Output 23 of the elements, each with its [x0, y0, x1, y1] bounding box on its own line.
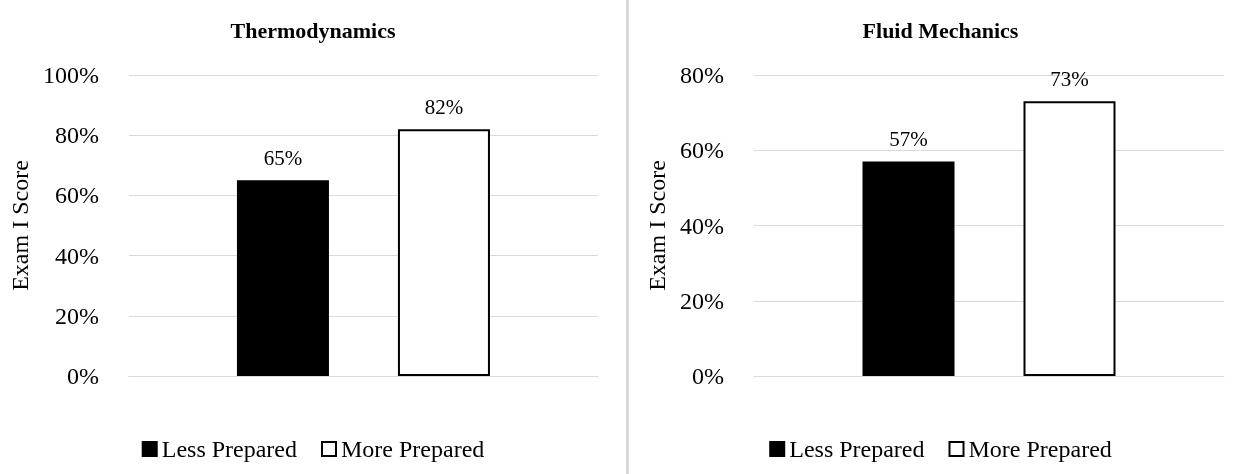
y-tick-label: 60% [680, 137, 724, 164]
y-tick-label: 20% [54, 302, 99, 329]
legend-label: More Prepared [968, 436, 1112, 462]
y-axis-title: Exam I Score [7, 160, 33, 291]
legend-label: Less Prepared [789, 436, 925, 462]
y-tick-label: 80% [54, 122, 99, 149]
y-tick-label: 20% [680, 287, 724, 314]
legend-label: Less Prepared [161, 436, 297, 462]
data-label: 82% [424, 94, 464, 119]
y-tick-label: 80% [680, 62, 724, 88]
chart-title: Fluid Mechanics [862, 17, 1019, 43]
y-tick-label: 100% [42, 62, 99, 88]
data-label: 73% [1050, 66, 1089, 91]
y-tick-label: 40% [54, 242, 99, 269]
data-label: 65% [263, 145, 303, 170]
y-tick-label: 40% [680, 212, 724, 239]
chart-title: Thermodynamics [230, 17, 396, 43]
legend-label: More Prepared [341, 436, 485, 462]
y-tick-label: 0% [66, 363, 99, 389]
y-tick-label: 60% [54, 182, 99, 209]
y-axis-title: Exam I Score [644, 160, 670, 291]
data-label: 57% [889, 127, 928, 152]
y-tick-label: 0% [692, 363, 724, 389]
